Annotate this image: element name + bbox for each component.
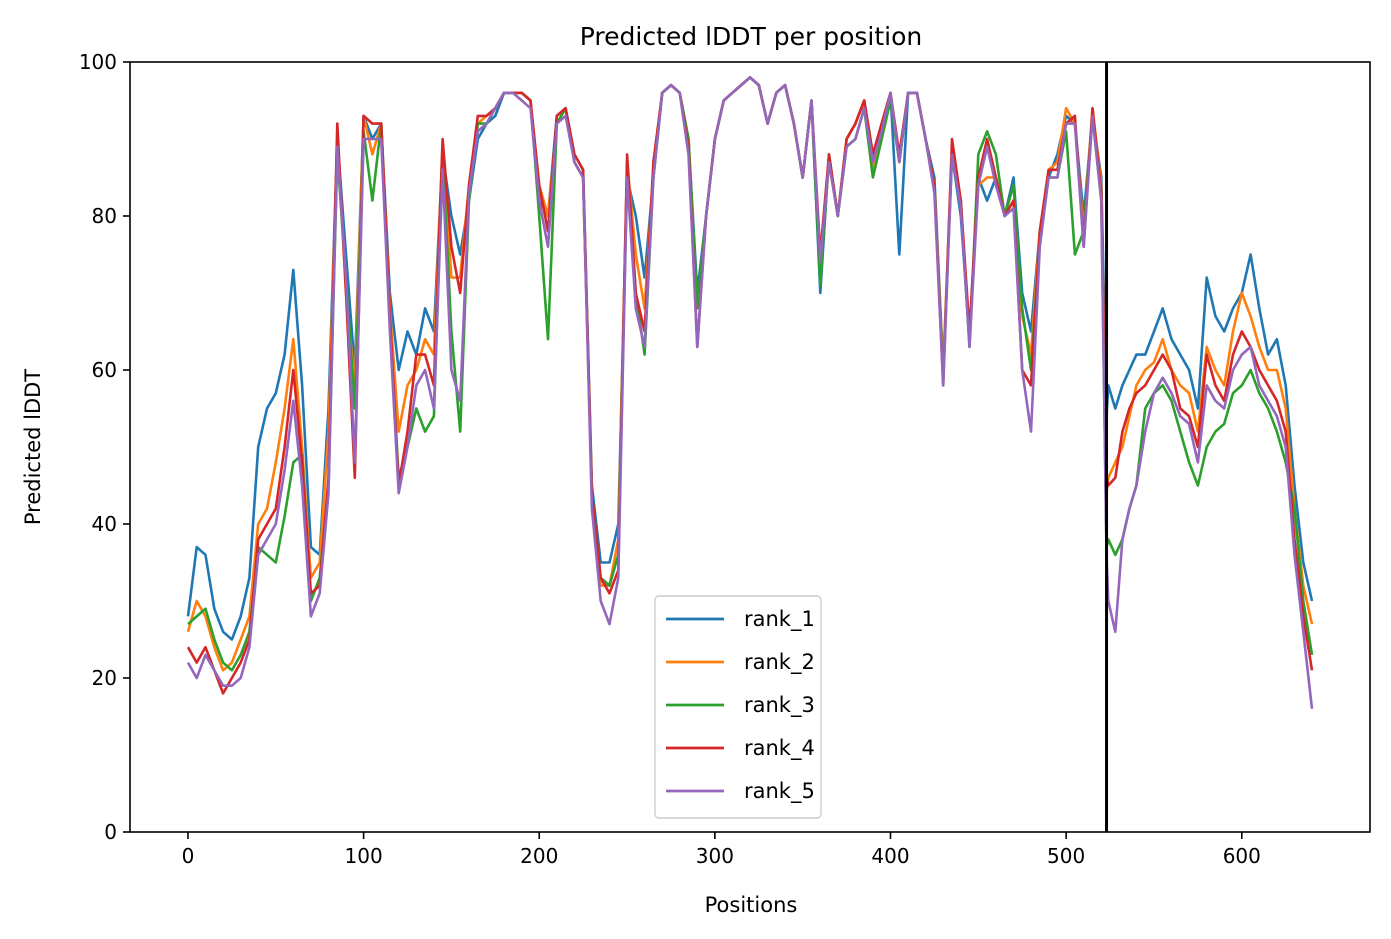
x-axis-label: Positions: [705, 893, 798, 917]
y-tick-label: 20: [92, 666, 117, 690]
y-tick-label: 80: [92, 204, 117, 228]
legend-label-rank-5: rank_5: [744, 779, 815, 804]
legend-label-rank-1: rank_1: [744, 607, 815, 632]
x-tick-label: 0: [182, 844, 195, 868]
y-tick-label: 100: [79, 50, 117, 74]
x-tick-label: 200: [520, 844, 558, 868]
y-axis-label: Predicted lDDT: [21, 369, 45, 525]
series-group: [186, 76, 1314, 709]
legend-label-rank-3: rank_3: [744, 693, 815, 718]
y-axis: 0 20 40 60 80 100: [79, 50, 130, 844]
x-axis: 0 100 200 300 400 500 600: [182, 832, 1261, 868]
y-tick-label: 60: [92, 358, 117, 382]
y-tick-label: 40: [92, 512, 117, 536]
legend-label-rank-4: rank_4: [744, 736, 815, 761]
x-tick-label: 100: [345, 844, 383, 868]
legend-label-rank-2: rank_2: [744, 650, 815, 675]
plot-area: [129, 61, 1371, 833]
y-tick-label: 0: [104, 820, 117, 844]
x-tick-label: 500: [1047, 844, 1085, 868]
x-tick-label: 300: [696, 844, 734, 868]
legend: rank_1 rank_2 rank_3 rank_4 rank_5: [654, 595, 822, 819]
series-line-rank-5: [186, 76, 1314, 709]
chart-title: Predicted lDDT per position: [580, 22, 922, 51]
x-tick-label: 600: [1223, 844, 1261, 868]
legend-box: [654, 595, 822, 819]
x-tick-label: 400: [871, 844, 909, 868]
plot-frame: [129, 61, 1371, 833]
